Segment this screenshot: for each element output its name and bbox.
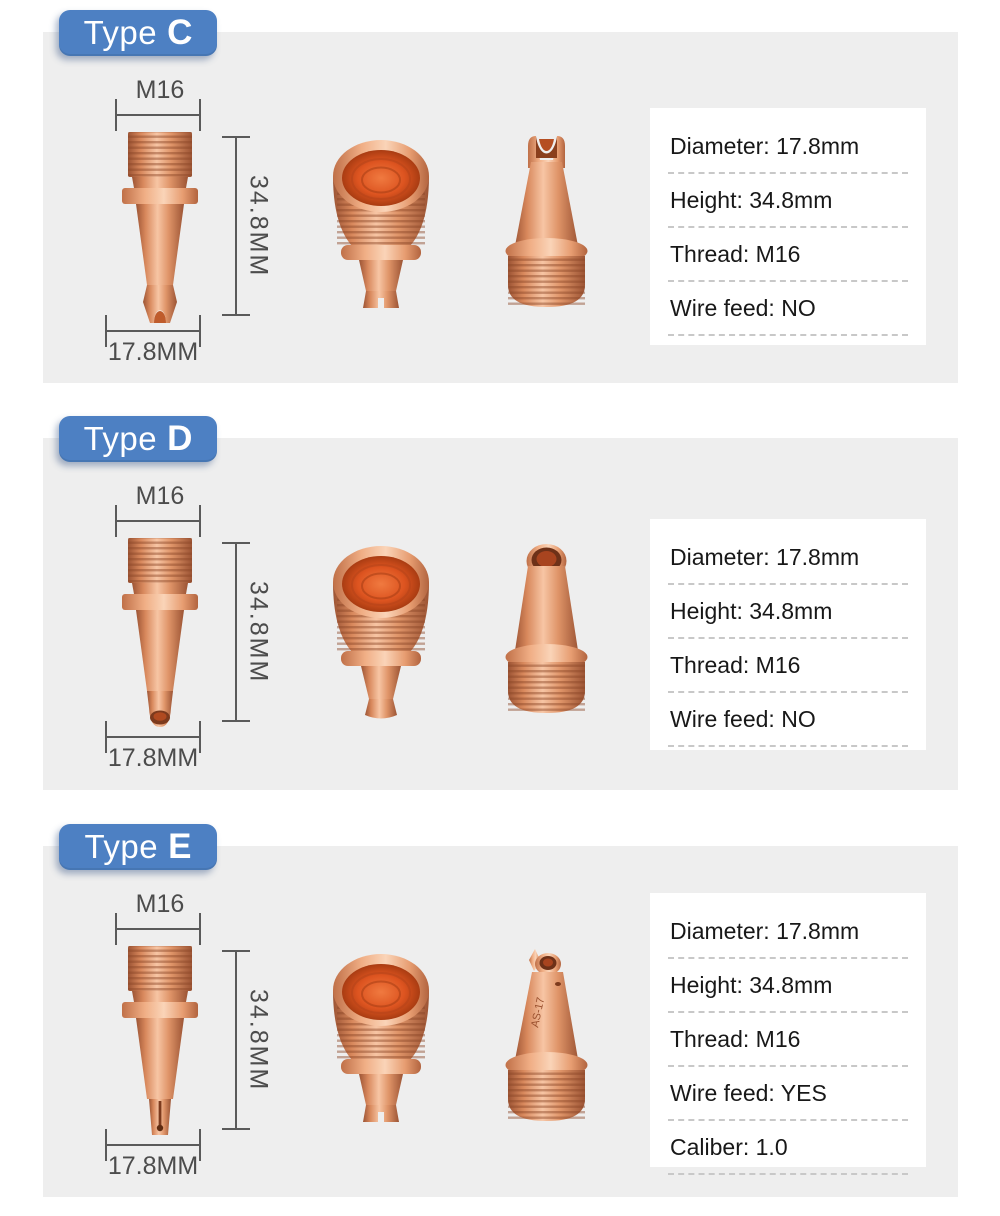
badge-type-label: Type bbox=[83, 420, 158, 457]
spec-row: Thread: M16 bbox=[668, 228, 908, 282]
spec-card: Diameter: 17.8mm Height: 34.8mm Thread: … bbox=[650, 893, 926, 1175]
nozzle-side-view-photo bbox=[122, 946, 198, 1135]
type-d-badge: Type D bbox=[59, 416, 217, 462]
type-e-panel: Type E M16 34.8MM 17.8MM bbox=[43, 824, 958, 1197]
nozzle-side-view-photo bbox=[122, 538, 198, 727]
diameter-dimension-line bbox=[105, 1129, 201, 1161]
diameter-dimension-line bbox=[105, 315, 201, 347]
spec-row: Height: 34.8mm bbox=[668, 585, 908, 639]
badge-letter: D bbox=[167, 419, 193, 458]
spec-row: Caliber: 1.0 bbox=[668, 1121, 908, 1175]
spec-row: Diameter: 17.8mm bbox=[668, 120, 908, 174]
spec-row: Thread: M16 bbox=[668, 639, 908, 693]
type-c-panel: Type C M16 34.8MM 17.8MM bbox=[43, 10, 958, 383]
height-dimension-line bbox=[222, 542, 250, 722]
spec-card: Diameter: 17.8mm Height: 34.8mm Thread: … bbox=[650, 108, 926, 345]
nozzle-tip-view-photo bbox=[505, 544, 588, 713]
thread-dimension-label: M16 bbox=[135, 890, 185, 918]
nozzle-top-view-photo bbox=[333, 546, 429, 719]
nozzle-tip-view-photo bbox=[505, 136, 588, 307]
diameter-dimension-label: 17.8MM bbox=[107, 744, 199, 772]
height-dimension-label: 34.8MM bbox=[244, 174, 273, 278]
badge-letter: C bbox=[167, 13, 193, 52]
nozzle-top-view-photo bbox=[333, 140, 429, 308]
nozzle-side-view-photo bbox=[122, 132, 198, 323]
spec-row: Wire feed: NO bbox=[668, 282, 908, 336]
height-dimension-line bbox=[222, 950, 250, 1130]
type-d-panel: Type D M16 34.8MM 17.8MM bbox=[43, 416, 958, 790]
height-dimension-label: 34.8MM bbox=[244, 580, 273, 684]
height-dimension-label: 34.8MM bbox=[244, 988, 273, 1092]
nozzle-top-view-photo bbox=[333, 954, 429, 1122]
badge-type-label: Type bbox=[84, 828, 159, 865]
height-dimension-line bbox=[222, 136, 250, 316]
spec-row: Thread: M16 bbox=[668, 1013, 908, 1067]
thread-dimension-line bbox=[115, 913, 201, 945]
nozzle-tip-view-photo: AS-17 bbox=[505, 949, 588, 1121]
type-e-badge: Type E bbox=[59, 824, 217, 870]
diameter-dimension-line bbox=[105, 721, 201, 753]
badge-letter: E bbox=[168, 827, 192, 866]
spec-row: Wire feed: NO bbox=[668, 693, 908, 747]
spec-row: Diameter: 17.8mm bbox=[668, 531, 908, 585]
thread-dimension-label: M16 bbox=[135, 76, 185, 104]
thread-dimension-line bbox=[115, 505, 201, 537]
spec-row: Wire feed: YES bbox=[668, 1067, 908, 1121]
thread-dimension-label: M16 bbox=[135, 482, 185, 510]
spec-row: Height: 34.8mm bbox=[668, 959, 908, 1013]
spec-row: Height: 34.8mm bbox=[668, 174, 908, 228]
type-c-badge: Type C bbox=[59, 10, 217, 56]
spec-row: Diameter: 17.8mm bbox=[668, 905, 908, 959]
spec-card: Diameter: 17.8mm Height: 34.8mm Thread: … bbox=[650, 519, 926, 750]
diameter-dimension-label: 17.8MM bbox=[107, 1152, 199, 1180]
thread-dimension-line bbox=[115, 99, 201, 131]
badge-type-label: Type bbox=[83, 14, 158, 51]
diameter-dimension-label: 17.8MM bbox=[107, 338, 199, 366]
